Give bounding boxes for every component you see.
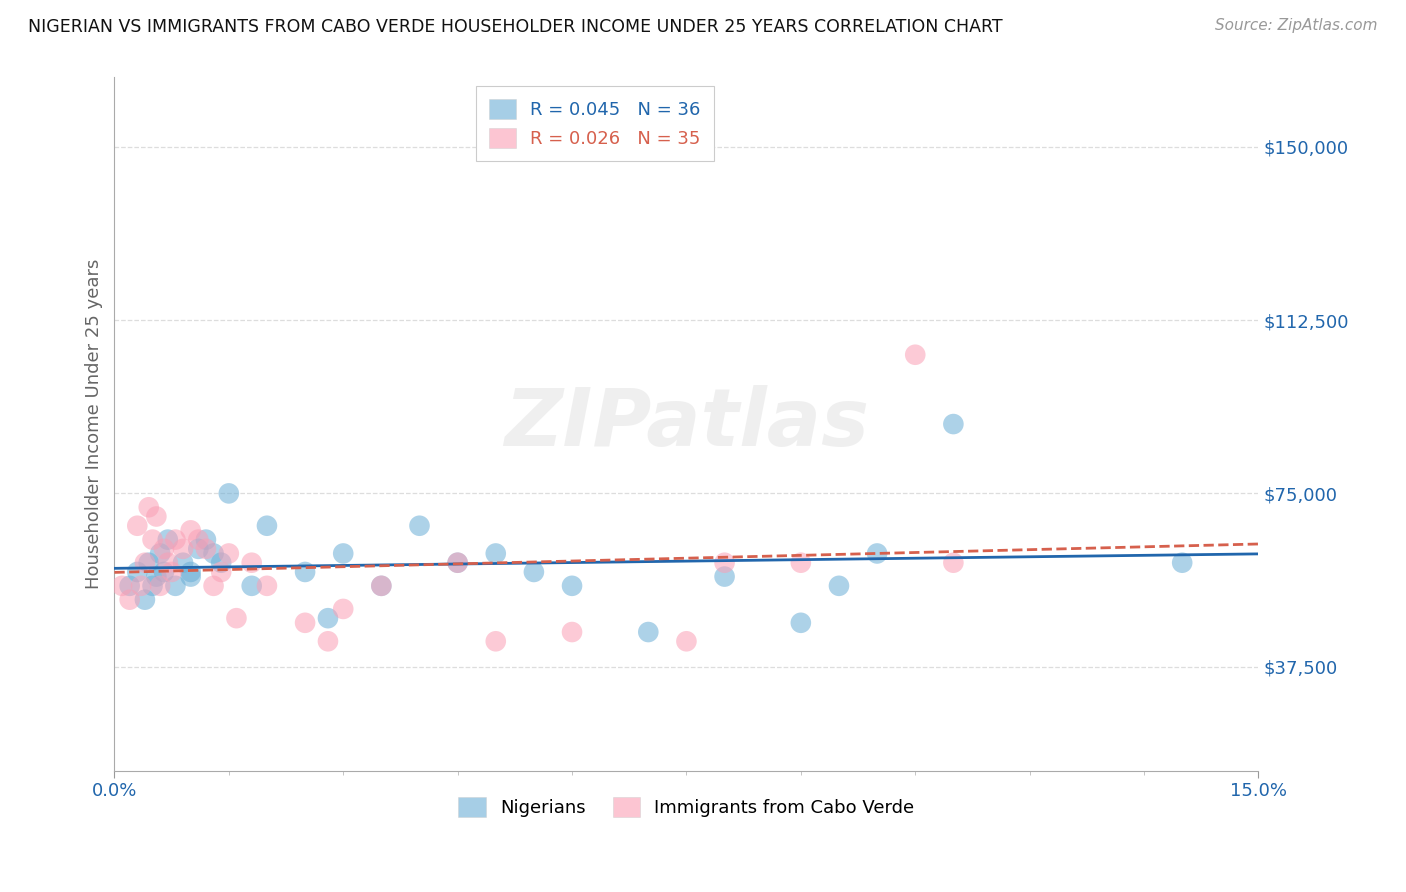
Point <box>904 348 927 362</box>
Point <box>156 556 179 570</box>
Point <box>713 569 735 583</box>
Point <box>127 518 149 533</box>
Point <box>180 524 202 538</box>
Point <box>828 579 851 593</box>
Point <box>790 615 813 630</box>
Point <box>149 546 172 560</box>
Point <box>240 579 263 593</box>
Point <box>294 615 316 630</box>
Point <box>446 556 468 570</box>
Point <box>942 556 965 570</box>
Point <box>316 611 339 625</box>
Point <box>180 565 202 579</box>
Point <box>637 625 659 640</box>
Point <box>187 541 209 556</box>
Point <box>165 579 187 593</box>
Point <box>194 541 217 556</box>
Point <box>713 556 735 570</box>
Point <box>172 556 194 570</box>
Point <box>145 569 167 583</box>
Point <box>138 500 160 515</box>
Point <box>111 579 134 593</box>
Point <box>332 546 354 560</box>
Point <box>485 634 508 648</box>
Point <box>316 634 339 648</box>
Point <box>218 486 240 500</box>
Point <box>194 533 217 547</box>
Point <box>141 579 163 593</box>
Point <box>485 546 508 560</box>
Point <box>675 634 697 648</box>
Point <box>156 533 179 547</box>
Point <box>202 579 225 593</box>
Point <box>446 556 468 570</box>
Point <box>138 556 160 570</box>
Point <box>202 546 225 560</box>
Point <box>370 579 392 593</box>
Point <box>172 541 194 556</box>
Point <box>180 569 202 583</box>
Point <box>153 541 176 556</box>
Point <box>790 556 813 570</box>
Point <box>240 556 263 570</box>
Point <box>153 565 176 579</box>
Point <box>561 625 583 640</box>
Point <box>127 565 149 579</box>
Point <box>218 546 240 560</box>
Text: Source: ZipAtlas.com: Source: ZipAtlas.com <box>1215 18 1378 33</box>
Point <box>256 579 278 593</box>
Point <box>332 602 354 616</box>
Point <box>523 565 546 579</box>
Point <box>141 533 163 547</box>
Point <box>118 592 141 607</box>
Point <box>160 565 183 579</box>
Point <box>294 565 316 579</box>
Point <box>118 579 141 593</box>
Point <box>370 579 392 593</box>
Point <box>942 417 965 431</box>
Point <box>561 579 583 593</box>
Text: NIGERIAN VS IMMIGRANTS FROM CABO VERDE HOUSEHOLDER INCOME UNDER 25 YEARS CORRELA: NIGERIAN VS IMMIGRANTS FROM CABO VERDE H… <box>28 18 1002 36</box>
Point <box>408 518 430 533</box>
Point <box>866 546 889 560</box>
Point <box>209 556 232 570</box>
Point <box>145 509 167 524</box>
Point <box>165 533 187 547</box>
Legend: Nigerians, Immigrants from Cabo Verde: Nigerians, Immigrants from Cabo Verde <box>451 789 921 824</box>
Text: ZIPatlas: ZIPatlas <box>503 385 869 463</box>
Point <box>129 579 152 593</box>
Point <box>187 533 209 547</box>
Point <box>256 518 278 533</box>
Point <box>225 611 247 625</box>
Y-axis label: Householder Income Under 25 years: Householder Income Under 25 years <box>86 259 103 590</box>
Point <box>1171 556 1194 570</box>
Point <box>134 556 156 570</box>
Point <box>209 565 232 579</box>
Point <box>149 579 172 593</box>
Point <box>134 592 156 607</box>
